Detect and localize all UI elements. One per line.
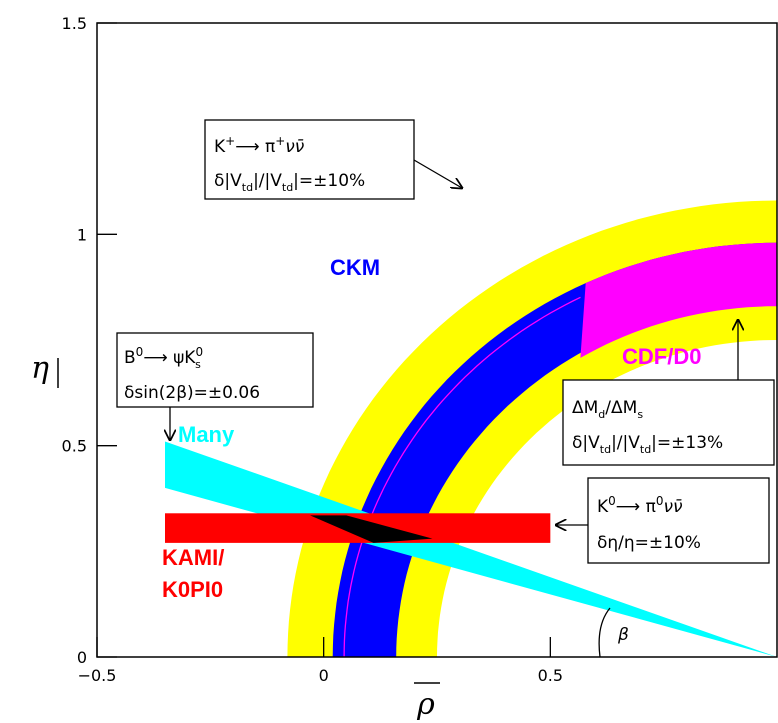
beta-label: β <box>617 625 629 645</box>
kami-label-line1: KAMI/ <box>162 545 224 570</box>
x-axis-ticks: −0.5 0 0.5 <box>78 637 563 685</box>
kami-label-line2: K0PI0 <box>162 577 223 602</box>
beta-angle-arc <box>598 607 611 658</box>
x-tick-label-2: 0.5 <box>538 666 563 685</box>
annotation-k0: K0⟶ π0νν̄ δη/η=±10% <box>556 477 770 564</box>
svg-text:δ|Vtd|/|Vtd|=±13%: δ|Vtd|/|Vtd|=±13% <box>572 433 723 456</box>
kplus-arrow <box>413 159 462 188</box>
y-tick-label-2: 1 <box>77 225 87 244</box>
y-tick-label-0: 0 <box>77 648 87 667</box>
x-tick-label-0: −0.5 <box>78 666 117 685</box>
many-label: Many <box>178 422 235 447</box>
plot-frame <box>96 22 778 658</box>
many-band <box>165 441 777 657</box>
svg-text:K+⟶ π+νν̄: K+⟶ π+νν̄ <box>214 134 305 157</box>
ckm-label: CKM <box>330 255 380 280</box>
cdf-d0-contour <box>343 296 581 657</box>
svg-text:δ|Vtd|/|Vtd|=±10%: δ|Vtd|/|Vtd|=±10% <box>214 171 365 194</box>
annotation-b0: B0⟶ ψK0 s δsin(2β)=±0.06 <box>116 332 314 440</box>
x-tick-label-1: 0 <box>319 666 329 685</box>
overlap-region <box>310 515 433 543</box>
cdf-d0-label: CDF/D0 <box>622 344 701 369</box>
y-tick-label-1: 0.5 <box>62 437 87 456</box>
y-axis-ticks: 0 0.5 1 1.5 <box>62 14 117 667</box>
annotation-dm: ΔMd/ΔMs δ|Vtd|/|Vtd|=±13% <box>562 320 775 466</box>
y-tick-label-3: 1.5 <box>62 14 87 33</box>
x-axis-label: ρ <box>416 687 435 722</box>
y-axis-label: η <box>31 351 49 386</box>
svg-text:K0⟶ π0νν̄: K0⟶ π0νν̄ <box>597 494 683 517</box>
cdf-d0-band <box>580 242 777 358</box>
annotation-kplus: K+⟶ π+νν̄ δ|Vtd|/|Vtd|=±10% <box>204 119 462 200</box>
svg-text:δsin(2β)=±0.06: δsin(2β)=±0.06 <box>124 383 260 403</box>
svg-text:δη/η=±10%: δη/η=±10% <box>597 533 701 553</box>
svg-text:ΔMd/ΔMs: ΔMd/ΔMs <box>572 398 643 421</box>
